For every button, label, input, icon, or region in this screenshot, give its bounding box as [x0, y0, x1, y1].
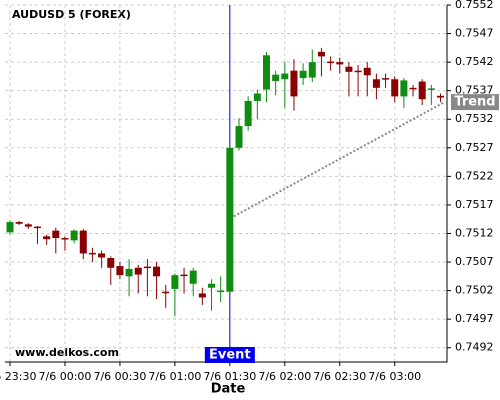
y-tick-label: 0.7502 — [455, 284, 494, 297]
candle-body — [262, 55, 270, 90]
candle-body — [180, 274, 188, 277]
candle-body — [354, 70, 362, 73]
y-tick-label: 0.7512 — [455, 226, 494, 239]
y-tick-label: 0.7527 — [455, 141, 494, 154]
candle-body — [125, 268, 133, 277]
x-axis-label: Date — [211, 382, 246, 397]
candle-body — [33, 226, 41, 229]
x-tick-label: 7/6 00:30 — [93, 370, 146, 383]
candle-body — [189, 270, 197, 284]
candle-body — [281, 73, 289, 80]
candle-body — [43, 236, 51, 240]
candle-body — [363, 67, 371, 76]
candle-body — [171, 275, 179, 289]
candle-body — [299, 70, 307, 79]
y-tick-label: 0.7547 — [455, 27, 494, 40]
x-tick-label: 7/6 00:00 — [39, 370, 92, 383]
candle-body — [88, 252, 96, 255]
candle-body — [15, 222, 23, 224]
trend-label: Trend — [454, 95, 495, 110]
candle-body — [98, 253, 106, 258]
candle-body — [6, 222, 14, 233]
candle-body — [208, 283, 216, 288]
candle-body — [134, 267, 142, 275]
y-tick-label: 0.7532 — [455, 112, 494, 125]
candle-body — [345, 66, 353, 72]
x-tick-label: 7/6 23:30 — [0, 370, 36, 383]
candle-body — [52, 230, 60, 239]
candle-body — [418, 81, 426, 100]
x-tick-label: 7/6 01:00 — [148, 370, 201, 383]
plot-frame — [5, 5, 448, 363]
y-tick-label: 0.7507 — [455, 255, 494, 268]
candle-body — [235, 126, 243, 148]
watermark: www.delkos.com — [15, 346, 119, 359]
candle-body — [409, 87, 417, 90]
candle-body — [61, 238, 69, 240]
y-tick-label: 0.7492 — [455, 341, 494, 354]
y-tick-label: 0.7497 — [455, 312, 494, 325]
candle-body — [198, 293, 206, 298]
candle-body — [400, 80, 408, 97]
candle-body — [308, 62, 316, 78]
event-label: Event — [209, 348, 251, 363]
chart-title: AUDUSD 5 (FOREX) — [12, 8, 131, 21]
candle-body — [116, 266, 124, 276]
candle-body — [437, 95, 445, 98]
candle-body — [107, 258, 115, 268]
x-tick-label: 7/6 02:00 — [258, 370, 311, 383]
candle-body — [153, 266, 161, 277]
x-tick-label: 7/6 03:00 — [368, 370, 421, 383]
candle-body — [162, 291, 170, 294]
candle-body — [226, 147, 234, 292]
candle-body — [336, 62, 344, 65]
x-tick-label: 7/6 01:30 — [203, 370, 256, 383]
candle-body — [372, 79, 380, 88]
candle-body — [70, 230, 78, 241]
candle-body — [24, 224, 32, 227]
candle-body — [317, 51, 325, 57]
candle-body — [79, 230, 87, 254]
candle-body — [290, 70, 298, 97]
candle-body — [391, 79, 399, 97]
y-tick-label: 0.7552 — [455, 0, 494, 11]
candle-body — [427, 88, 435, 90]
y-tick-label: 0.7542 — [455, 55, 494, 68]
candle-body — [143, 266, 151, 269]
trend-label-box — [451, 94, 499, 111]
y-tick-label: 0.7522 — [455, 169, 494, 182]
y-tick-label: 0.7537 — [455, 84, 494, 97]
candle-body — [217, 290, 225, 293]
candle-body — [327, 61, 335, 64]
candle-body — [272, 74, 280, 81]
event-label-box — [204, 347, 255, 363]
candle-body — [382, 78, 390, 80]
candle-body — [253, 93, 261, 101]
y-tick-label: 0.7517 — [455, 198, 494, 211]
candle-body — [244, 100, 252, 127]
x-tick-label: 7/6 02:30 — [313, 370, 366, 383]
